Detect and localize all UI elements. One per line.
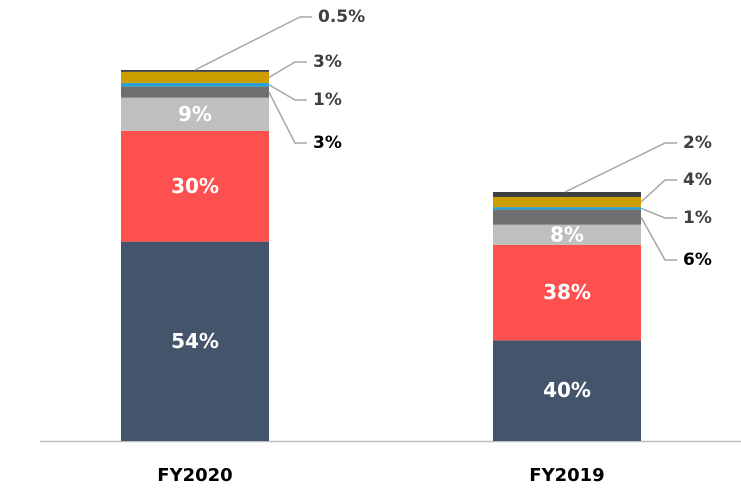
segment-label: 1%: [313, 90, 342, 110]
segment-label: 3%: [313, 133, 342, 153]
bar-segment: [121, 70, 269, 72]
segment-label: 9%: [178, 102, 212, 126]
segment-label: 30%: [171, 174, 219, 198]
leader-line: [268, 84, 307, 101]
bar-segment: [121, 86, 269, 98]
segment-label: 6%: [683, 250, 712, 270]
x-tick-label: FY2019: [529, 465, 604, 486]
leader-line: [268, 91, 307, 144]
segment-label: 2%: [683, 133, 712, 153]
x-tick-label: FY2020: [157, 465, 232, 486]
segment-label: 1%: [683, 208, 712, 228]
segment-label: 3%: [313, 52, 342, 72]
bar-segment: [493, 192, 641, 198]
segment-label: 54%: [171, 329, 219, 353]
segment-label: 38%: [543, 280, 591, 304]
leader-line: [268, 61, 307, 79]
bar-segment: [493, 197, 641, 208]
bar-segment: [121, 97, 269, 131]
leader-line: [640, 179, 677, 203]
leader-line: [640, 207, 677, 219]
bar-segment: [493, 244, 641, 341]
bar-segment: [121, 130, 269, 242]
segment-label: 8%: [550, 222, 584, 246]
leader-line: [194, 16, 312, 71]
bar-segment: [493, 209, 641, 225]
leader-line: [640, 216, 677, 261]
bar-segment: [493, 207, 641, 210]
leader-line: [564, 142, 677, 193]
bar-segment: [493, 340, 641, 441]
bar-segment: [493, 224, 641, 245]
segment-label: 4%: [683, 170, 712, 190]
bar-segment: [121, 241, 269, 441]
bar-segment: [121, 71, 269, 83]
segment-label: 0.5%: [318, 7, 365, 27]
segment-label: 40%: [543, 378, 591, 402]
bar-segment: [121, 82, 269, 87]
